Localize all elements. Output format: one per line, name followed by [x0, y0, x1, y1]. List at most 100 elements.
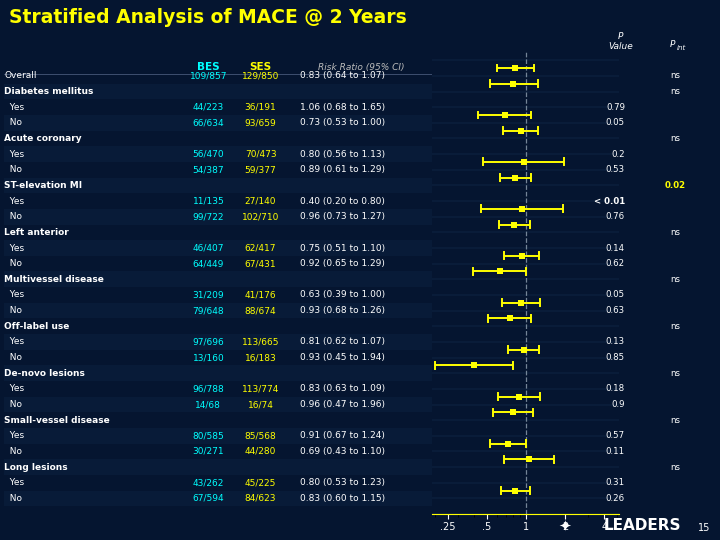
Text: 31/209: 31/209 — [192, 291, 224, 300]
Text: Acute coronary: Acute coronary — [4, 134, 82, 143]
Text: 113/665: 113/665 — [242, 338, 279, 347]
Text: 0.76: 0.76 — [606, 212, 625, 221]
Text: 0.31: 0.31 — [606, 478, 625, 487]
Text: 64/449: 64/449 — [193, 259, 224, 268]
Text: No: No — [4, 259, 22, 268]
Text: ns: ns — [670, 228, 680, 237]
Text: Left anterior: Left anterior — [4, 228, 69, 237]
Bar — [4, 178, 439, 193]
Text: 0.93 (0.45 to 1.94): 0.93 (0.45 to 1.94) — [300, 353, 384, 362]
Text: P
Value: P Value — [608, 32, 633, 51]
Text: 11/135: 11/135 — [192, 197, 224, 206]
Text: No: No — [4, 400, 22, 409]
Text: 0.9: 0.9 — [611, 400, 625, 409]
Text: 54/387: 54/387 — [192, 165, 224, 174]
Text: 0.83 (0.60 to 1.15): 0.83 (0.60 to 1.15) — [300, 494, 385, 503]
Bar — [4, 491, 439, 507]
Text: 67/594: 67/594 — [192, 494, 224, 503]
Text: 0.93 (0.68 to 1.26): 0.93 (0.68 to 1.26) — [300, 306, 384, 315]
Text: 44/223: 44/223 — [193, 103, 224, 112]
Text: 80/585: 80/585 — [192, 431, 224, 440]
Text: 79/648: 79/648 — [192, 306, 224, 315]
Text: Overall: Overall — [4, 71, 37, 80]
Text: Yes: Yes — [4, 478, 24, 487]
Text: 0.69 (0.43 to 1.10): 0.69 (0.43 to 1.10) — [300, 447, 384, 456]
Text: 0.81 (0.62 to 1.07): 0.81 (0.62 to 1.07) — [300, 338, 384, 347]
Text: De-novo lesions: De-novo lesions — [4, 369, 86, 377]
Text: ST-elevation MI: ST-elevation MI — [4, 181, 83, 190]
Bar — [4, 303, 439, 319]
Text: ns: ns — [670, 134, 680, 143]
Text: 46/407: 46/407 — [192, 244, 224, 253]
Text: Yes: Yes — [4, 197, 24, 206]
Text: 0.62: 0.62 — [606, 259, 625, 268]
Text: 16/183: 16/183 — [245, 353, 276, 362]
Text: 44/280: 44/280 — [245, 447, 276, 456]
Text: ns: ns — [670, 275, 680, 284]
Text: 0.73 (0.53 to 1.00): 0.73 (0.53 to 1.00) — [300, 118, 385, 127]
Bar — [4, 84, 439, 99]
Text: Yes: Yes — [4, 338, 24, 347]
Text: Yes: Yes — [4, 384, 24, 393]
Bar — [4, 115, 439, 131]
Text: 102/710: 102/710 — [242, 212, 279, 221]
Text: P: P — [670, 39, 675, 49]
Text: ✦: ✦ — [559, 518, 571, 534]
Text: Off-label use: Off-label use — [4, 322, 70, 331]
Text: 59/377: 59/377 — [245, 165, 276, 174]
Bar — [4, 397, 439, 413]
Text: SES: SES — [250, 62, 271, 72]
Text: 88/674: 88/674 — [245, 306, 276, 315]
Text: 0.11: 0.11 — [606, 447, 625, 456]
Text: 70/473: 70/473 — [245, 150, 276, 159]
Text: 15: 15 — [698, 523, 711, 533]
Text: Stratified Analysis of MACE @ 2 Years: Stratified Analysis of MACE @ 2 Years — [9, 8, 407, 27]
Text: LEADERS: LEADERS — [603, 518, 681, 534]
Text: 0.13: 0.13 — [606, 338, 625, 347]
Text: ns: ns — [670, 369, 680, 377]
Text: 0.96 (0.73 to 1.27): 0.96 (0.73 to 1.27) — [300, 212, 384, 221]
Text: 66/634: 66/634 — [192, 118, 224, 127]
Text: No: No — [4, 447, 22, 456]
Text: 0.14: 0.14 — [606, 244, 625, 253]
Text: 0.18: 0.18 — [606, 384, 625, 393]
Text: 0.91 (0.67 to 1.24): 0.91 (0.67 to 1.24) — [300, 431, 384, 440]
Text: 0.80 (0.53 to 1.23): 0.80 (0.53 to 1.23) — [300, 478, 384, 487]
Bar — [4, 334, 439, 350]
Bar — [4, 146, 439, 162]
Text: 0.75 (0.51 to 1.10): 0.75 (0.51 to 1.10) — [300, 244, 385, 253]
Bar — [4, 209, 439, 225]
Text: No: No — [4, 306, 22, 315]
Text: 0.63: 0.63 — [606, 306, 625, 315]
Text: 13/160: 13/160 — [192, 353, 224, 362]
Text: 0.83 (0.64 to 1.07): 0.83 (0.64 to 1.07) — [300, 71, 384, 80]
Bar — [4, 366, 439, 381]
Text: 0.53: 0.53 — [606, 165, 625, 174]
Text: 14/68: 14/68 — [195, 400, 221, 409]
Text: 0.85: 0.85 — [606, 353, 625, 362]
Text: 0.79: 0.79 — [606, 103, 625, 112]
Text: 0.96 (0.47 to 1.96): 0.96 (0.47 to 1.96) — [300, 400, 384, 409]
Text: BES: BES — [197, 62, 220, 72]
Text: 97/696: 97/696 — [192, 338, 224, 347]
Text: 67/431: 67/431 — [245, 259, 276, 268]
Bar — [4, 428, 439, 444]
Text: 27/140: 27/140 — [245, 197, 276, 206]
Text: Small-vessel disease: Small-vessel disease — [4, 416, 110, 424]
Text: Yes: Yes — [4, 150, 24, 159]
Text: ns: ns — [670, 463, 680, 471]
Text: 36/191: 36/191 — [245, 103, 276, 112]
Text: 109/857: 109/857 — [189, 71, 227, 80]
Text: 129/850: 129/850 — [242, 71, 279, 80]
Text: 0.92 (0.65 to 1.29): 0.92 (0.65 to 1.29) — [300, 259, 384, 268]
Text: ns: ns — [670, 71, 680, 80]
Text: 41/176: 41/176 — [245, 291, 276, 300]
Text: ns: ns — [670, 322, 680, 331]
Text: Multivessel disease: Multivessel disease — [4, 275, 104, 284]
Text: No: No — [4, 118, 22, 127]
Text: 99/722: 99/722 — [192, 212, 224, 221]
Text: 0.89 (0.61 to 1.29): 0.89 (0.61 to 1.29) — [300, 165, 384, 174]
Text: 84/623: 84/623 — [245, 494, 276, 503]
Text: 0.05: 0.05 — [606, 291, 625, 300]
Text: ns: ns — [670, 87, 680, 96]
